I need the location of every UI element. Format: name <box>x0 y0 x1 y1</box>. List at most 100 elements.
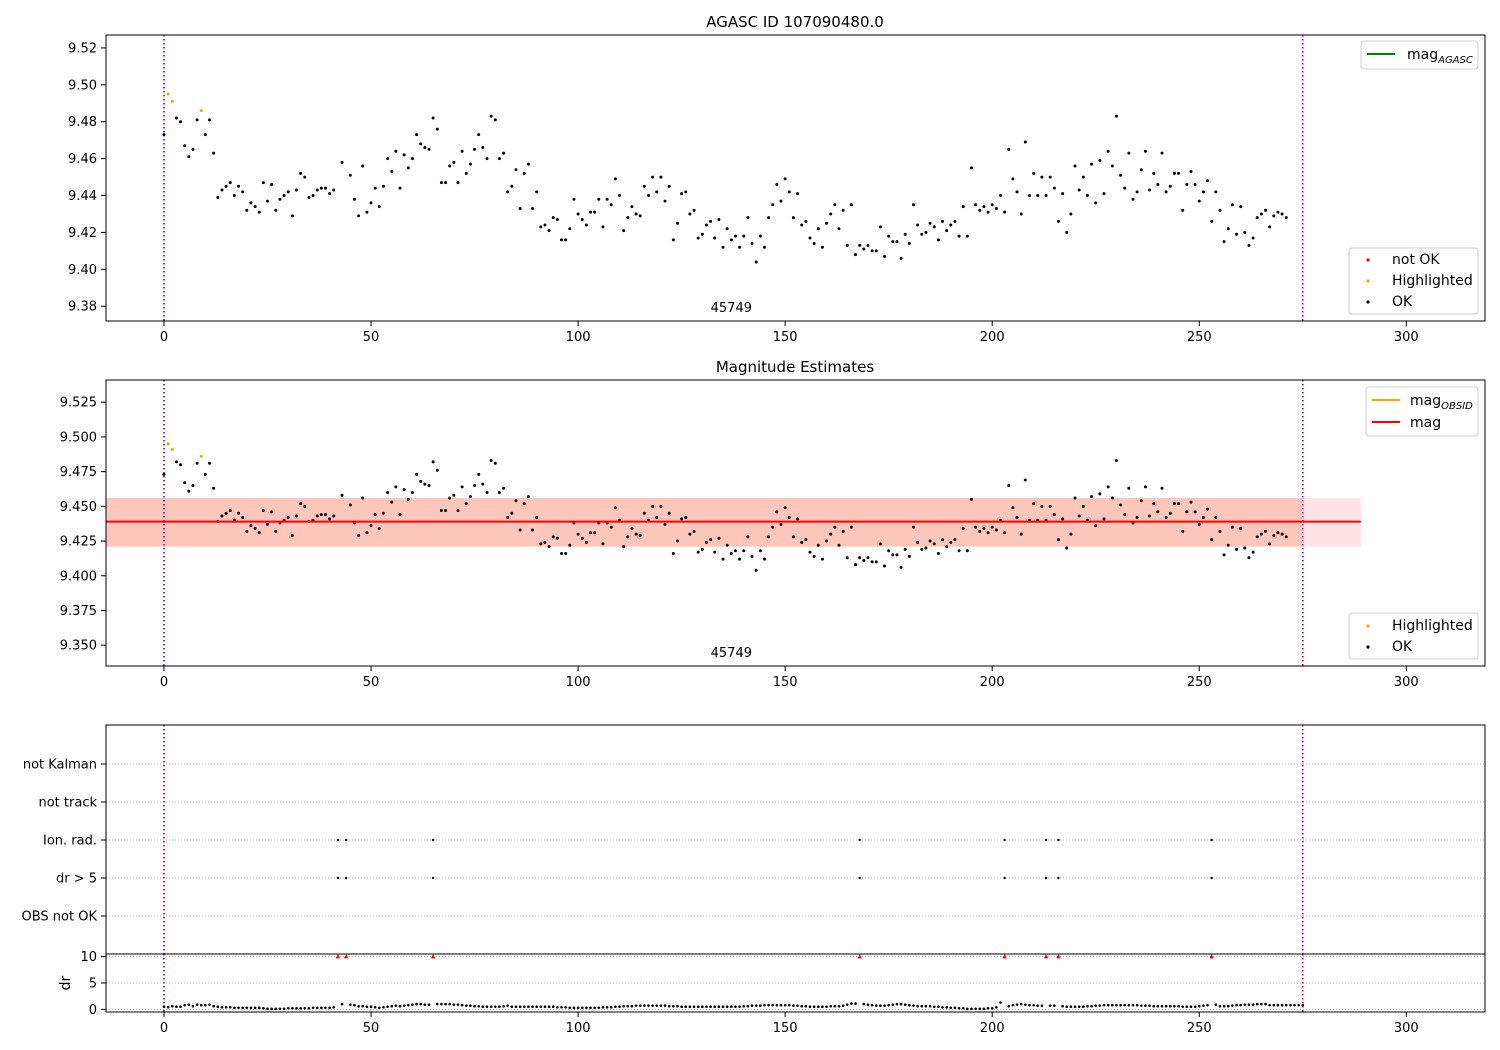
ok-point <box>584 223 588 227</box>
dr-point <box>568 1006 572 1010</box>
flags-points <box>336 838 1213 880</box>
ok-point <box>961 527 965 531</box>
dr-point <box>643 1004 646 1007</box>
ok-point <box>1023 140 1027 144</box>
ok-point <box>1218 208 1222 212</box>
ok-point <box>642 184 646 188</box>
ok-point <box>775 510 779 514</box>
ok-point <box>866 556 870 560</box>
dr-point <box>498 1005 501 1009</box>
ok-point <box>845 243 849 247</box>
ok-point <box>502 151 506 155</box>
dr-point <box>924 1004 928 1008</box>
dr-point <box>891 1003 895 1006</box>
ok-point <box>709 538 713 542</box>
ok-point <box>1197 199 1201 203</box>
ok-point <box>1268 225 1272 229</box>
magnitude-legend-lines: magOBSID mag <box>1365 386 1479 437</box>
ok-point <box>808 550 812 554</box>
dr-point <box>547 1005 551 1009</box>
ok-point <box>1177 502 1181 506</box>
magnitude-legend-points: Highlighted OK <box>1348 612 1479 660</box>
y-tick-label: 9.50 <box>68 78 97 93</box>
ok-point <box>717 536 721 540</box>
dr-point <box>1193 1005 1197 1009</box>
ok-point <box>1040 504 1044 508</box>
dr-point <box>311 1006 315 1010</box>
dr-clipped-marker <box>1056 954 1061 959</box>
ok-point <box>1185 182 1189 186</box>
magnitude-estimates-title: Magnitude Estimates <box>716 358 874 376</box>
dr-point <box>1127 1003 1131 1007</box>
highlighted-point <box>166 442 170 446</box>
dr-point <box>179 1005 182 1009</box>
y-tick-label: 9.350 <box>60 639 97 654</box>
ok-point <box>965 234 969 238</box>
ok-point <box>319 186 323 190</box>
ok-point <box>564 552 568 556</box>
ok-point <box>1139 499 1143 503</box>
dr-point <box>1077 1005 1081 1009</box>
dr-point <box>630 1004 634 1008</box>
ok-point <box>195 118 199 122</box>
y-tick-label: 9.40 <box>68 263 97 278</box>
dr-point <box>941 1005 944 1009</box>
ok-point <box>294 514 298 518</box>
dr-point <box>535 1005 538 1009</box>
ok-point <box>659 175 663 179</box>
agasc-obsid-annotation: 45749 <box>711 301 752 316</box>
ok-point <box>1284 535 1288 539</box>
ok-point <box>365 531 369 535</box>
dr-point <box>556 1005 559 1009</box>
ok-point <box>162 472 166 476</box>
dr-point <box>1189 1005 1193 1009</box>
ok-point <box>895 553 899 557</box>
ok-point <box>576 532 580 536</box>
ok-point <box>618 194 622 198</box>
y-tick-label: 9.42 <box>68 226 97 241</box>
dr-point <box>522 1005 526 1009</box>
dr-point <box>257 1006 261 1010</box>
ok-point <box>949 223 953 227</box>
ok-point <box>477 133 481 137</box>
ok-point <box>1019 212 1023 216</box>
dr-point <box>1032 1003 1035 1007</box>
ok-point <box>854 253 858 257</box>
dr-point <box>1148 1004 1151 1007</box>
x-tick-label: 200 <box>980 330 1005 345</box>
ok-point <box>547 229 551 233</box>
dr-point <box>609 1005 613 1009</box>
ok-point <box>1048 504 1052 508</box>
ok-point <box>1061 517 1065 521</box>
dr-point <box>812 1005 816 1009</box>
ok-point <box>386 157 390 161</box>
ok-point <box>945 545 949 549</box>
ok-point <box>638 214 642 218</box>
dr-point <box>680 1005 683 1009</box>
ok-point <box>1168 511 1172 515</box>
ok-point <box>473 484 477 488</box>
dr-point <box>825 1005 828 1009</box>
dr-point <box>659 1004 663 1007</box>
ok-point <box>601 542 605 546</box>
ok-point <box>489 459 493 463</box>
ok-point <box>315 514 319 518</box>
ok-point <box>1127 151 1131 155</box>
ok-point <box>323 513 327 517</box>
ok-point <box>245 208 249 212</box>
dr-x-axis: 0 50 100 150 200 250 300 <box>160 1012 1419 1036</box>
ok-point <box>522 171 526 175</box>
dr-point <box>845 1003 849 1006</box>
dr-point <box>1011 1003 1015 1007</box>
dr-point <box>320 1006 323 1010</box>
flags-plot-frame <box>105 724 1486 955</box>
dr-point <box>920 1004 924 1008</box>
ok-point <box>290 533 294 537</box>
ok-point <box>1007 147 1011 151</box>
ok-point <box>257 210 261 214</box>
magnitude-x-axis: 0 50 100 150 200 250 300 <box>160 666 1419 690</box>
y-tick-label: 9.500 <box>60 430 97 445</box>
ok-point <box>1110 164 1114 168</box>
ok-point <box>286 515 290 519</box>
ok-point <box>435 468 439 472</box>
